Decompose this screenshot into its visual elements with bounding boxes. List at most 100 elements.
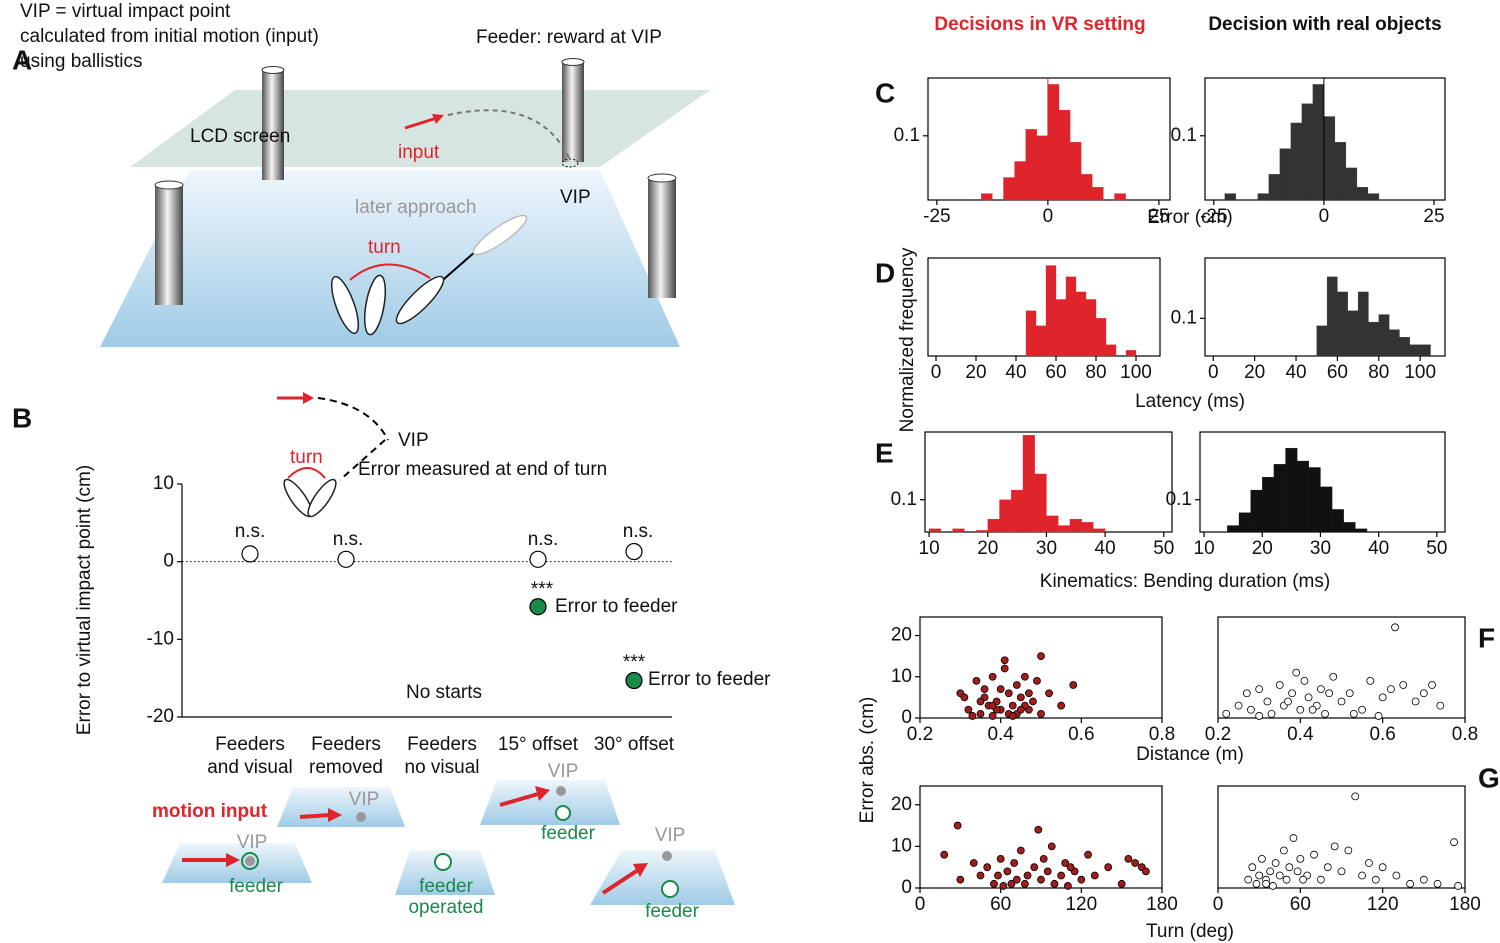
point xyxy=(1300,676,1309,685)
y-tick-label: -10 xyxy=(147,628,174,649)
y-tick-label: 0.1 xyxy=(894,125,920,146)
point xyxy=(1366,676,1375,685)
bar xyxy=(1035,325,1047,357)
label: VIP xyxy=(349,789,380,810)
label: VIP xyxy=(655,825,686,846)
tank xyxy=(100,170,680,347)
point xyxy=(1299,875,1307,884)
column-title: Decision with real objects xyxy=(1208,14,1441,35)
label: later approach xyxy=(355,197,476,218)
column-title: Decisions in VR setting xyxy=(934,14,1145,35)
point xyxy=(1258,854,1266,863)
x-tick-label: 0.2 xyxy=(907,724,933,745)
x-tick-label: Feeders xyxy=(215,734,285,755)
y-axis-label: Normalized frequency xyxy=(897,247,918,432)
point xyxy=(996,854,1005,863)
point xyxy=(1025,689,1033,698)
point xyxy=(1454,882,1463,890)
point xyxy=(994,871,1002,880)
fish xyxy=(330,214,528,336)
x-tick-label: 20 xyxy=(965,362,986,383)
pole-top xyxy=(154,180,184,190)
point xyxy=(1039,854,1048,863)
point xyxy=(1043,867,1052,876)
x-tick-label: 0 xyxy=(931,362,942,383)
x-tick-label: 0 xyxy=(1213,894,1224,915)
point xyxy=(1037,709,1045,718)
x-tick-label: 50 xyxy=(1153,538,1174,559)
label: operated xyxy=(408,897,483,918)
point xyxy=(1310,850,1318,859)
y-axis-label: Error abs. (cm) xyxy=(857,697,878,824)
x-tick-label: 0 xyxy=(1208,362,1219,383)
point xyxy=(1387,685,1395,694)
plot-frame xyxy=(1217,785,1466,889)
point xyxy=(1063,882,1072,890)
point xyxy=(1262,879,1270,888)
arrowhead xyxy=(535,786,550,801)
label: feeder xyxy=(229,876,284,897)
point xyxy=(1033,676,1041,685)
point xyxy=(1010,859,1019,867)
point xyxy=(1344,846,1353,855)
x-tick-label: 20 xyxy=(1252,538,1273,559)
x-tick-label: 30 xyxy=(1310,538,1331,559)
x-tick-label: 180 xyxy=(1449,894,1481,915)
point xyxy=(1090,871,1099,880)
x-tick-label: 0.8 xyxy=(1149,724,1175,745)
x-tick-label: 50 xyxy=(1426,538,1447,559)
point xyxy=(1252,879,1261,888)
x-axis-label: Error (cm) xyxy=(1147,207,1232,228)
annotation: Error to feeder xyxy=(555,596,678,617)
point xyxy=(1242,689,1251,698)
point xyxy=(1419,689,1428,698)
tank xyxy=(590,850,735,905)
point xyxy=(1371,875,1380,884)
feeder xyxy=(555,805,571,821)
point xyxy=(1131,859,1140,867)
point xyxy=(1374,712,1383,720)
label: feeder xyxy=(541,823,596,844)
bar xyxy=(1025,310,1037,357)
point xyxy=(1317,685,1325,694)
bar xyxy=(952,528,965,533)
y-tick-label: 0.1 xyxy=(1171,125,1197,146)
bar xyxy=(1047,84,1060,201)
point xyxy=(1003,867,1012,876)
x-tick-label: 80 xyxy=(1368,362,1389,383)
point xyxy=(1255,871,1264,880)
pole xyxy=(562,62,584,162)
point xyxy=(1255,712,1264,720)
x-tick-label: 0 xyxy=(915,894,926,915)
x-tick-label: 0.2 xyxy=(1205,724,1231,745)
bar xyxy=(1268,174,1281,201)
panel-label: F xyxy=(1478,622,1495,653)
label: VIP xyxy=(398,430,429,451)
point xyxy=(976,697,985,706)
label: VIP xyxy=(560,187,591,208)
arrowhead xyxy=(633,863,648,877)
point xyxy=(1007,879,1016,888)
panel-label: G xyxy=(1478,762,1500,793)
point xyxy=(1345,689,1354,698)
x-tick-label: 0.4 xyxy=(1287,724,1314,745)
bar xyxy=(1075,291,1087,357)
label: LCD screen xyxy=(190,126,290,147)
dot xyxy=(337,550,355,568)
bar xyxy=(1069,518,1082,533)
point xyxy=(1222,709,1231,718)
x-tick-label: 10 xyxy=(919,538,940,559)
bar xyxy=(1055,299,1067,357)
panel-label: A xyxy=(12,44,32,75)
bar xyxy=(1036,135,1049,201)
y-tick-label: 20 xyxy=(891,625,912,646)
plot-frame xyxy=(1217,616,1466,719)
x-tick-label: and visual xyxy=(207,757,293,778)
y-tick-label: 0 xyxy=(901,707,912,728)
annotation: n.s. xyxy=(623,521,654,542)
vip-dot xyxy=(356,812,366,822)
x-tick-label: 40 xyxy=(1285,362,1306,383)
point xyxy=(1263,697,1272,706)
point xyxy=(1378,693,1387,702)
point xyxy=(1050,879,1059,888)
